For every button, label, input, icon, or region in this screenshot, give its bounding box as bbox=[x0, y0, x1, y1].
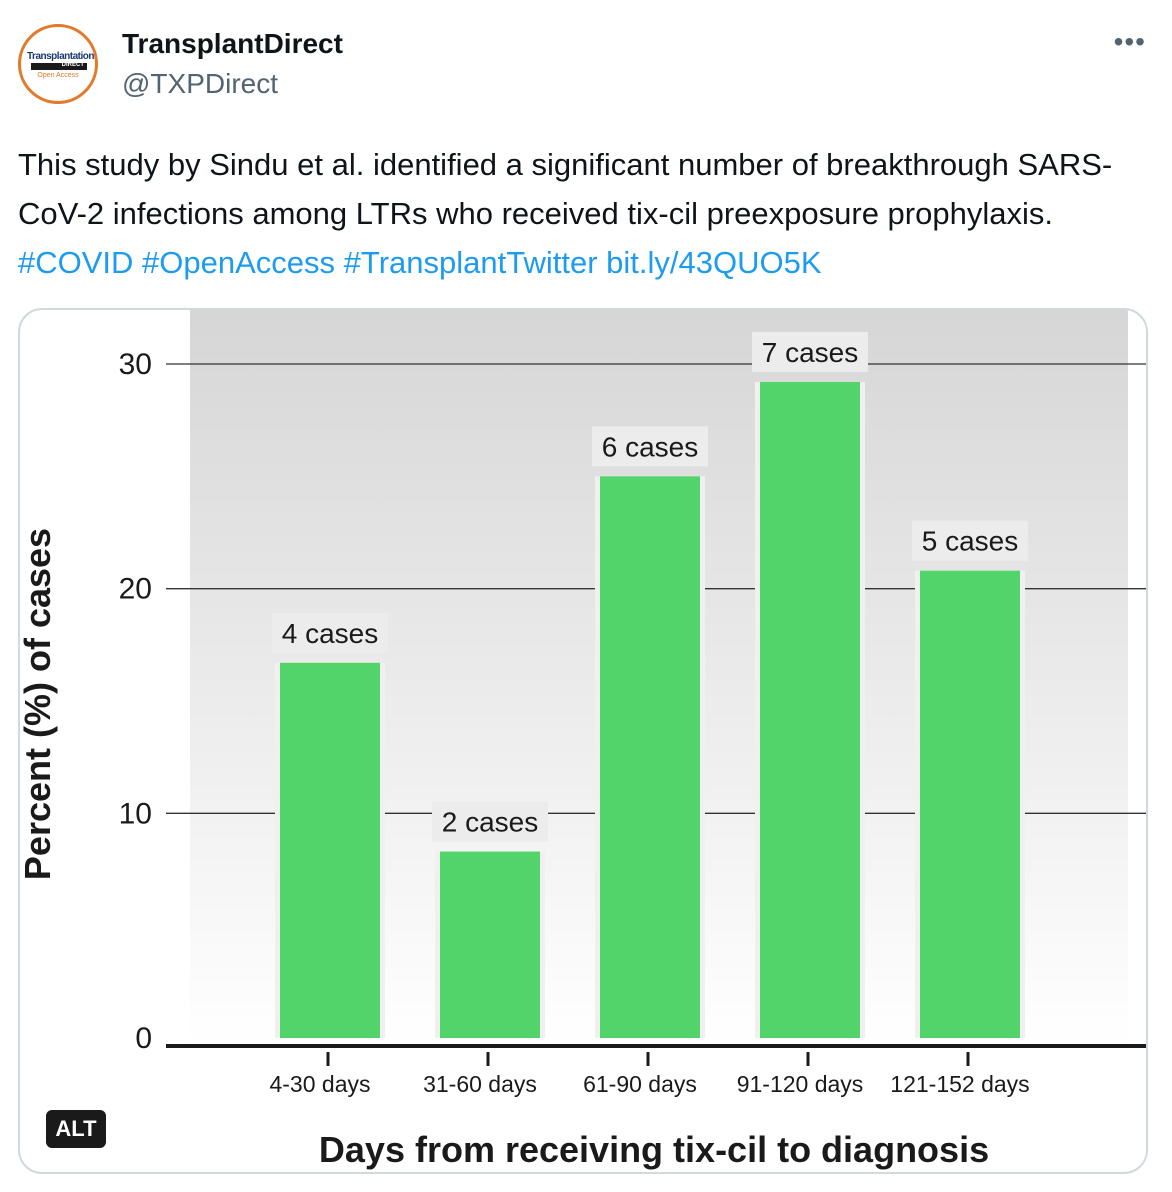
tweet-text: This study by Sindu et al. identified a … bbox=[18, 140, 1158, 287]
x-tick-label: 121-152 days bbox=[890, 1071, 1029, 1097]
hashtag-covid[interactable]: #COVID bbox=[18, 245, 134, 280]
account-handle[interactable]: @TXPDirect bbox=[122, 68, 278, 99]
x-axis-label: Days from receiving tix-cil to diagnosis bbox=[319, 1129, 989, 1170]
alt-badge[interactable]: ALT bbox=[46, 1110, 106, 1148]
tweet-link[interactable]: bit.ly/43QUO5K bbox=[606, 245, 822, 280]
tweet-header: Transplantation DIRECT Open Access Trans… bbox=[18, 24, 1154, 108]
y-tick-label: 20 bbox=[119, 573, 152, 606]
avatar[interactable]: Transplantation DIRECT Open Access bbox=[18, 24, 98, 104]
bar bbox=[440, 851, 540, 1038]
x-tick-label: 31-60 days bbox=[423, 1071, 537, 1097]
x-tick-label: 4-30 days bbox=[269, 1071, 370, 1097]
y-tick-label: 10 bbox=[119, 797, 152, 830]
bar-data-label: 6 cases bbox=[602, 431, 699, 462]
bar-data-label: 2 cases bbox=[442, 807, 539, 838]
y-axis-label: Percent (%) of cases bbox=[20, 528, 58, 880]
bar bbox=[760, 381, 860, 1038]
hashtag-openaccess[interactable]: #OpenAccess bbox=[142, 245, 336, 280]
y-tick-label: 30 bbox=[119, 348, 152, 381]
label-knockout bbox=[432, 801, 548, 842]
label-knockout bbox=[272, 612, 388, 653]
bar bbox=[920, 570, 1020, 1038]
account-name[interactable]: TransplantDirect bbox=[122, 28, 343, 59]
media-image[interactable]: 4 cases 2 cases 6 cases 7 cases 5 cases 0 10 2… bbox=[18, 308, 1148, 1174]
bar-chart: 4 cases 2 cases 6 cases 7 cases 5 cases 0 10 2… bbox=[20, 310, 1146, 1170]
x-tick-label: 91-120 days bbox=[737, 1071, 864, 1097]
bar-data-label: 7 cases bbox=[762, 337, 859, 368]
tweet-body: This study by Sindu et al. identified a … bbox=[18, 147, 1113, 231]
label-knockout bbox=[912, 520, 1028, 561]
x-tick-label: 61-90 days bbox=[583, 1071, 697, 1097]
bar bbox=[280, 662, 380, 1038]
y-tick-label: 0 bbox=[135, 1022, 152, 1055]
bar bbox=[600, 476, 700, 1038]
more-horizontal-icon[interactable]: ••• bbox=[1113, 26, 1146, 57]
bar-data-label: 5 cases bbox=[922, 526, 1019, 557]
label-knockout bbox=[752, 331, 868, 372]
bar-data-label: 4 cases bbox=[282, 618, 379, 649]
hashtag-transplanttwitter[interactable]: #TransplantTwitter bbox=[343, 245, 598, 280]
label-knockout bbox=[592, 426, 708, 467]
avatar-logo: Transplantation DIRECT Open Access bbox=[27, 51, 94, 79]
